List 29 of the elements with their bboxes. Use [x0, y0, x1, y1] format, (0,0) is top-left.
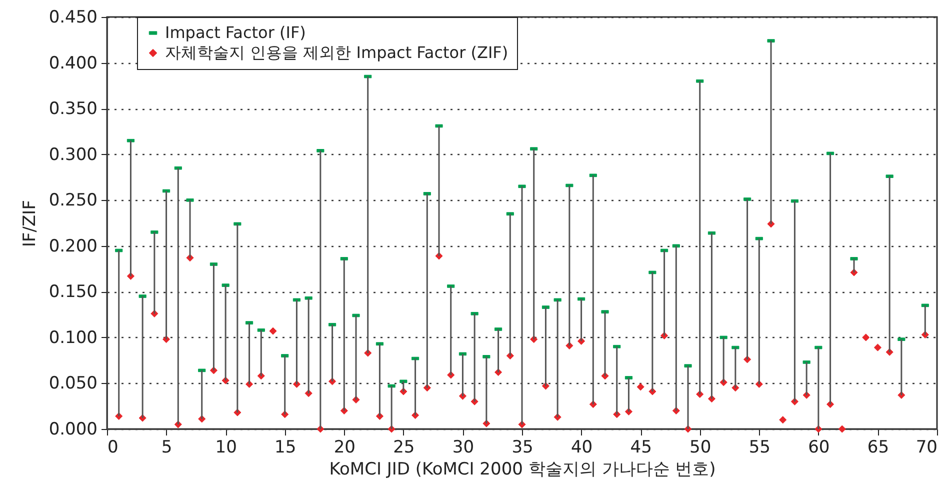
y-tick-label: 0.350	[48, 99, 98, 120]
x-tick-label: 20	[334, 438, 356, 458]
x-tick-label: 15	[274, 438, 296, 458]
x-tick-label: 0	[108, 438, 118, 458]
x-tick-label: 40	[570, 438, 593, 458]
y-tick-label: 0.050	[48, 374, 98, 394]
x-tick-label: 55	[748, 438, 770, 458]
x-tick-label: 65	[867, 438, 890, 458]
x-tick-label: 60	[808, 438, 830, 458]
x-tick-label: 10	[215, 438, 237, 458]
legend-label: 자체학술지 인용을 제외한 Impact Factor (ZIF)	[165, 43, 508, 62]
x-axis-title: KoMCI JID (KoMCI 2000 학술지의 가나다순 번호)	[329, 460, 716, 480]
y-tick-label: 0.100	[48, 328, 98, 348]
x-tick-label: 45	[630, 438, 652, 458]
y-axis-title: IF/ZIF	[20, 200, 40, 247]
y-tick-label: 0.150	[48, 282, 98, 302]
x-tick-label: 70	[916, 438, 938, 458]
y-tick-label: 0.400	[48, 53, 98, 74]
legend-label: Impact Factor (IF)	[165, 23, 306, 42]
x-tick-label: 25	[393, 438, 415, 458]
x-tick-label: 50	[690, 438, 712, 458]
y-tick-label: 0.450	[48, 8, 98, 28]
y-tick-label: 0.200	[48, 236, 98, 256]
x-tick-label: 5	[161, 438, 172, 458]
x-tick-label: 30	[452, 438, 474, 458]
y-tick-label: 0.000	[48, 420, 98, 440]
y-tick-label: 0.300	[48, 144, 98, 165]
x-tick-label: 35	[512, 438, 534, 458]
y-tick-label: 0.250	[48, 190, 98, 211]
